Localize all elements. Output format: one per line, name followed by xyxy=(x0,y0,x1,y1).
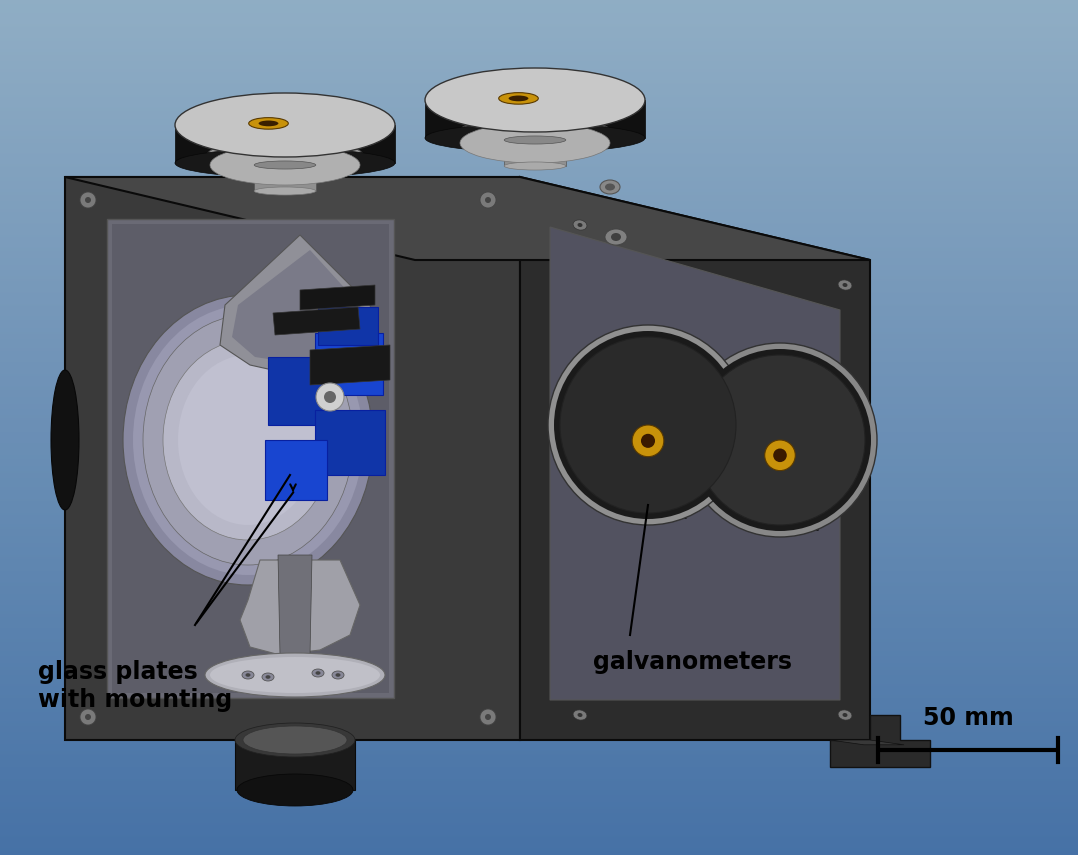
Ellipse shape xyxy=(505,136,566,144)
Polygon shape xyxy=(232,250,365,363)
Ellipse shape xyxy=(509,96,528,101)
Bar xyxy=(315,333,383,395)
Polygon shape xyxy=(107,219,393,698)
Ellipse shape xyxy=(324,391,336,403)
Ellipse shape xyxy=(460,123,610,163)
Ellipse shape xyxy=(249,118,288,129)
Polygon shape xyxy=(425,100,645,138)
Ellipse shape xyxy=(773,449,787,462)
Ellipse shape xyxy=(485,714,490,720)
Polygon shape xyxy=(520,177,870,740)
Ellipse shape xyxy=(316,383,344,411)
Text: galvanometers: galvanometers xyxy=(593,650,792,674)
Ellipse shape xyxy=(425,124,645,152)
Ellipse shape xyxy=(480,709,496,725)
Ellipse shape xyxy=(243,726,347,754)
Polygon shape xyxy=(235,740,355,790)
Ellipse shape xyxy=(455,114,616,160)
Ellipse shape xyxy=(80,192,96,208)
Ellipse shape xyxy=(689,349,871,531)
Ellipse shape xyxy=(425,68,645,132)
Ellipse shape xyxy=(548,325,748,525)
Ellipse shape xyxy=(632,425,664,457)
Ellipse shape xyxy=(480,192,496,208)
Ellipse shape xyxy=(499,92,538,104)
Ellipse shape xyxy=(175,93,395,157)
Ellipse shape xyxy=(254,161,316,169)
Ellipse shape xyxy=(246,673,250,677)
Ellipse shape xyxy=(505,162,566,170)
Ellipse shape xyxy=(843,713,847,717)
Ellipse shape xyxy=(559,337,736,513)
Text: glass plates
with mounting: glass plates with mounting xyxy=(38,660,232,712)
Ellipse shape xyxy=(235,723,355,757)
Ellipse shape xyxy=(605,229,627,245)
Text: 50 mm: 50 mm xyxy=(923,706,1013,730)
Ellipse shape xyxy=(241,671,254,679)
Polygon shape xyxy=(550,227,840,700)
Polygon shape xyxy=(310,345,390,385)
Polygon shape xyxy=(780,355,818,530)
Ellipse shape xyxy=(143,315,353,565)
Ellipse shape xyxy=(210,145,360,185)
Ellipse shape xyxy=(178,355,318,525)
Polygon shape xyxy=(278,555,312,655)
Polygon shape xyxy=(175,125,395,163)
Ellipse shape xyxy=(254,187,316,195)
Ellipse shape xyxy=(641,433,655,448)
Ellipse shape xyxy=(573,220,586,230)
Bar xyxy=(268,357,330,425)
Ellipse shape xyxy=(573,710,586,720)
Ellipse shape xyxy=(605,184,616,191)
Ellipse shape xyxy=(764,440,796,470)
Ellipse shape xyxy=(335,673,341,677)
Ellipse shape xyxy=(80,709,96,725)
Ellipse shape xyxy=(578,713,582,717)
Ellipse shape xyxy=(683,343,877,537)
Ellipse shape xyxy=(133,305,363,575)
Ellipse shape xyxy=(262,673,274,681)
Polygon shape xyxy=(220,235,381,375)
Ellipse shape xyxy=(205,653,385,697)
Ellipse shape xyxy=(554,331,742,519)
Bar xyxy=(318,307,378,345)
Ellipse shape xyxy=(265,675,271,679)
Bar xyxy=(265,440,327,500)
Ellipse shape xyxy=(485,197,490,203)
Polygon shape xyxy=(830,715,930,767)
Polygon shape xyxy=(830,740,904,745)
Ellipse shape xyxy=(175,149,395,177)
Ellipse shape xyxy=(163,340,333,540)
Ellipse shape xyxy=(259,121,278,127)
Polygon shape xyxy=(65,177,870,260)
Polygon shape xyxy=(273,307,360,335)
Polygon shape xyxy=(112,224,389,693)
Ellipse shape xyxy=(838,280,852,290)
Ellipse shape xyxy=(843,283,847,287)
Ellipse shape xyxy=(600,180,620,194)
Bar xyxy=(315,410,385,475)
Ellipse shape xyxy=(85,197,91,203)
Ellipse shape xyxy=(312,669,324,677)
Ellipse shape xyxy=(578,223,582,227)
Ellipse shape xyxy=(695,355,865,525)
Ellipse shape xyxy=(85,714,91,720)
Polygon shape xyxy=(505,138,566,166)
Ellipse shape xyxy=(205,136,365,182)
Ellipse shape xyxy=(316,671,320,675)
Polygon shape xyxy=(300,285,375,310)
Polygon shape xyxy=(648,337,687,518)
Ellipse shape xyxy=(332,671,344,679)
Ellipse shape xyxy=(51,370,79,510)
Ellipse shape xyxy=(611,233,621,241)
Ellipse shape xyxy=(237,774,353,806)
Polygon shape xyxy=(65,177,520,740)
Ellipse shape xyxy=(123,295,373,585)
Polygon shape xyxy=(254,163,316,191)
Ellipse shape xyxy=(838,710,852,720)
Ellipse shape xyxy=(210,657,381,693)
Polygon shape xyxy=(240,560,360,655)
